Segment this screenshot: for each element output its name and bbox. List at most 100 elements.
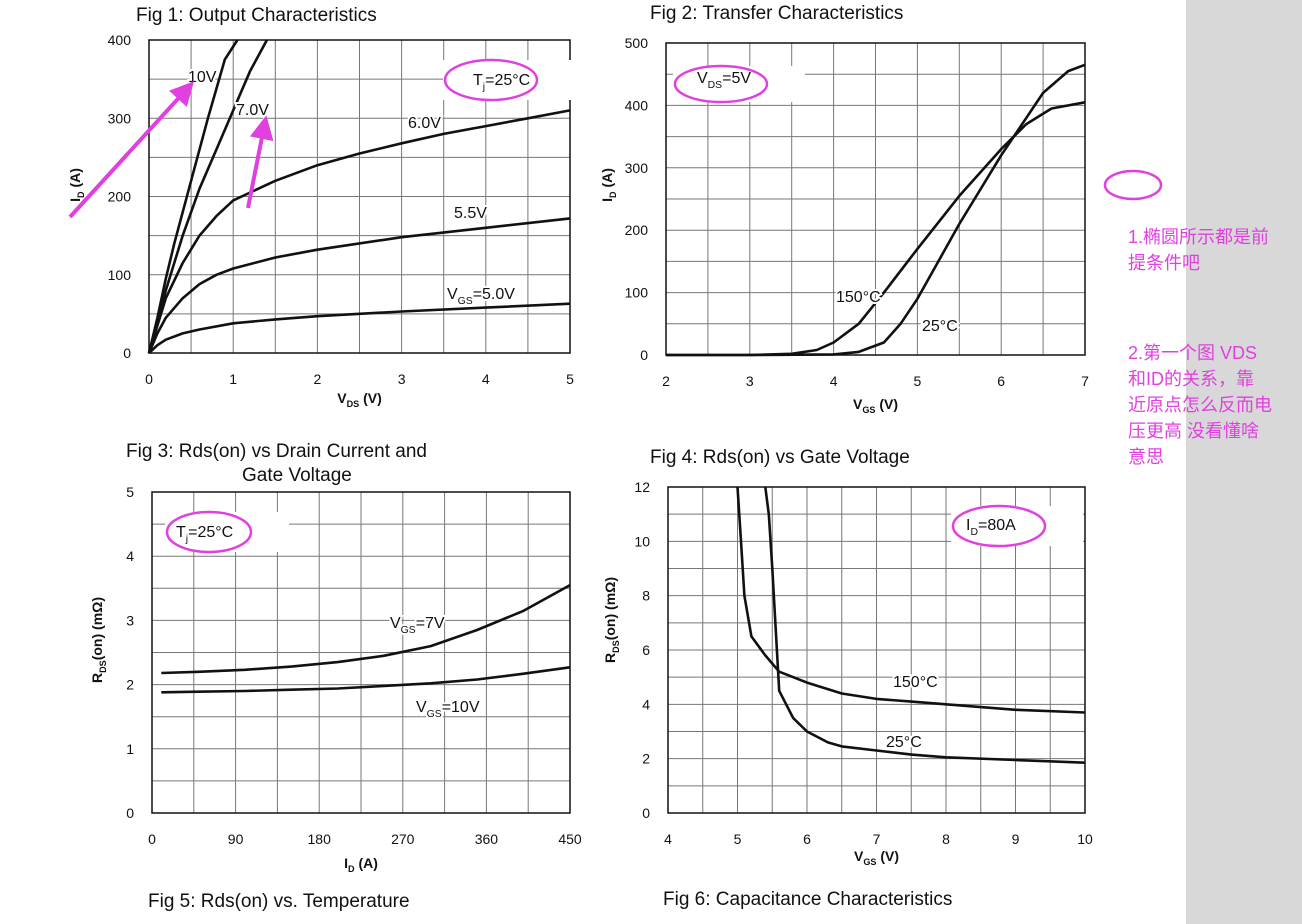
fig4-title: Fig 4: Rds(on) vs Gate Voltage — [650, 447, 910, 468]
note-2-line-2: 和ID的关系，靠 — [1128, 369, 1254, 389]
chart-3-plot-frame — [151, 491, 571, 814]
chart-2-series-2-label: 25°C — [922, 318, 958, 335]
chart-3-series-1-label: VGS=7V — [390, 615, 445, 636]
chart-2-xtick-label: 2 — [662, 373, 670, 389]
chart-4: 4 5 6 7 8 9 10 0 2 4 6 8 10 12 VGS (V) RDS(on) (mΩ) 150°… — [602, 479, 1093, 867]
chart-1-ytick-label: 200 — [108, 189, 132, 205]
chart-1-series-3-line — [147, 109, 571, 354]
chart-3-condition-bg — [165, 512, 289, 552]
chart-4-condition-bg — [951, 506, 1083, 546]
chart-3-xlabel: ID (A) — [344, 855, 378, 874]
chart-4-ytick-label: 2 — [642, 751, 650, 767]
chart-1-series-3-label: 6.0V — [408, 115, 441, 132]
chart-4-xlabel: VGS (V) — [854, 848, 899, 867]
chart-1-xtick-label: 3 — [398, 371, 406, 387]
chart-1-series-2-line — [147, 39, 269, 354]
chart-4-ylabel-group: RDS(on) (mΩ) — [602, 577, 621, 663]
chart-1-xtick-label: 4 — [482, 371, 490, 387]
chart-3-ytick-label: 5 — [126, 484, 134, 500]
chart-4-xtick-label: 7 — [873, 831, 881, 847]
chart-2-ytick-label: 400 — [625, 97, 649, 113]
chart-3-ytick-label: 4 — [126, 548, 134, 564]
chart-2-xlabel: VGS (V) — [853, 396, 898, 415]
chart-2-condition-bg — [673, 66, 805, 102]
chart-4-plot-frame — [667, 486, 1086, 814]
chart-3-ylabel: RDS(on) (mΩ) — [89, 597, 108, 683]
chart-1-series-2-label: 7.0V — [236, 102, 269, 119]
chart-3-xtick-label: 450 — [558, 831, 582, 847]
chart-3-ytick-label: 3 — [126, 612, 134, 628]
chart-3-ytick-label: 2 — [126, 677, 134, 693]
chart-4-xtick-label: 4 — [664, 831, 672, 847]
chart-1-series-5-label: VGS=5.0V — [447, 286, 515, 307]
fig3-title-line2: Gate Voltage — [242, 465, 352, 486]
chart-2-ytick-label: 0 — [640, 347, 648, 363]
chart-4-ytick-label: 4 — [642, 696, 650, 712]
annotation-legend-ellipse — [1103, 169, 1163, 201]
chart-4-xtick-label: 5 — [734, 831, 742, 847]
fig2-title: Fig 2: Transfer Characteristics — [650, 3, 904, 24]
fig5-title: Fig 5: Rds(on) vs. Temperature — [148, 891, 410, 912]
chart-1-xtick-label: 0 — [145, 371, 153, 387]
fig6-title: Fig 6: Capacitance Characteristics — [663, 889, 953, 910]
chart-1-xtick-label: 5 — [566, 371, 574, 387]
chart-1: 0 1 2 3 4 5 0 100 200 300 400 VDS (V) ID (A) 10V 7.0V 6… — [67, 32, 575, 409]
chart-1-ytick-label: 300 — [108, 110, 132, 126]
chart-2-series-2-line — [666, 63, 1086, 357]
chart-4-ytick-label: 12 — [634, 479, 650, 495]
annotation-arrow-10v — [68, 81, 195, 219]
chart-2-series-1-label: 150°C — [836, 289, 881, 306]
note-1-line-2: 提条件吧 — [1128, 253, 1200, 273]
chart-1-ylabel: ID (A) — [67, 168, 86, 202]
chart-2-xtick-label: 4 — [830, 373, 838, 389]
chart-4-ytick-label: 8 — [642, 588, 650, 604]
chart-2-ytick-label: 500 — [625, 35, 649, 51]
annotation-arrow-7v — [246, 115, 274, 209]
chart-4-series-2-line — [764, 486, 1086, 764]
chart-2-ytick-label: 300 — [625, 160, 649, 176]
chart-2-xtick-label: 5 — [914, 373, 922, 389]
chart-4-xtick-label: 10 — [1077, 831, 1093, 847]
chart-2-plot-frame — [665, 42, 1086, 356]
chart-1-ytick-label: 400 — [108, 32, 132, 48]
chart-4-ytick-label: 10 — [634, 533, 650, 549]
chart-2-ylabel: ID (A) — [599, 168, 618, 202]
chart-1-ytick-label: 100 — [108, 267, 132, 283]
note-2-line-1: 2.第一个图 VDS — [1128, 343, 1258, 363]
chart-1-series-1-label: 10V — [188, 69, 217, 86]
chart-4-series-1-line — [736, 486, 1086, 714]
chart-3-xtick-label: 90 — [228, 831, 244, 847]
chart-1-condition-ellipse — [443, 58, 539, 102]
chart-3-xtick-label: 180 — [308, 831, 332, 847]
chart-3-condition-label: Tj=25°C — [176, 524, 233, 545]
chart-2: 2 3 4 5 6 7 0 100 200 300 400 500 VGS (V) ID (A) 150°C… — [599, 35, 1089, 415]
chart-1-series-4-line — [147, 217, 571, 354]
chart-3-xtick-label: 360 — [475, 831, 499, 847]
chart-1-xtick-label: 1 — [229, 371, 237, 387]
note-1-line-1: 1.椭圆所示都是前 — [1128, 227, 1270, 247]
chart-4-xtick-label: 6 — [803, 831, 811, 847]
fig1-title: Fig 1: Output Characteristics — [136, 5, 377, 26]
chart-4-ylabel: RDS(on) (mΩ) — [602, 577, 621, 663]
chart-3: 0 90 180 270 360 450 0 1 2 3 4 5 ID (A) RDS(on) (mΩ) V… — [89, 484, 582, 874]
chart-2-condition-ellipse — [673, 64, 769, 104]
chart-1-series-1-line — [147, 39, 239, 354]
chart-3-ytick-label: 0 — [126, 805, 134, 821]
chart-4-xtick-label: 8 — [942, 831, 950, 847]
chart-3-ylabel-group: RDS(on) (mΩ) — [89, 597, 108, 683]
chart-2-ylabel-group: ID (A) — [599, 168, 618, 202]
chart-2-xtick-label: 7 — [1081, 373, 1089, 389]
chart-3-series-2-line — [161, 666, 571, 694]
fig3-title: Fig 3: Rds(on) vs Drain Current and — [126, 441, 427, 462]
chart-2-condition-label: VDS=5V — [697, 70, 751, 91]
chart-4-series-2-label: 25°C — [886, 734, 922, 751]
chart-2-ytick-label: 100 — [625, 285, 649, 301]
chart-1-condition-label: Tj=25°C — [473, 72, 530, 93]
chart-1-ylabel-group: ID (A) — [67, 168, 86, 202]
chart-4-ytick-label: 6 — [642, 642, 650, 658]
chart-1-xtick-label: 2 — [314, 371, 322, 387]
chart-3-xtick-label: 270 — [391, 831, 415, 847]
note-2-line-4: 压更高 没看懂啥 — [1128, 421, 1260, 441]
scrollbar-track[interactable] — [1186, 0, 1302, 924]
chart-3-condition-ellipse — [165, 510, 253, 554]
